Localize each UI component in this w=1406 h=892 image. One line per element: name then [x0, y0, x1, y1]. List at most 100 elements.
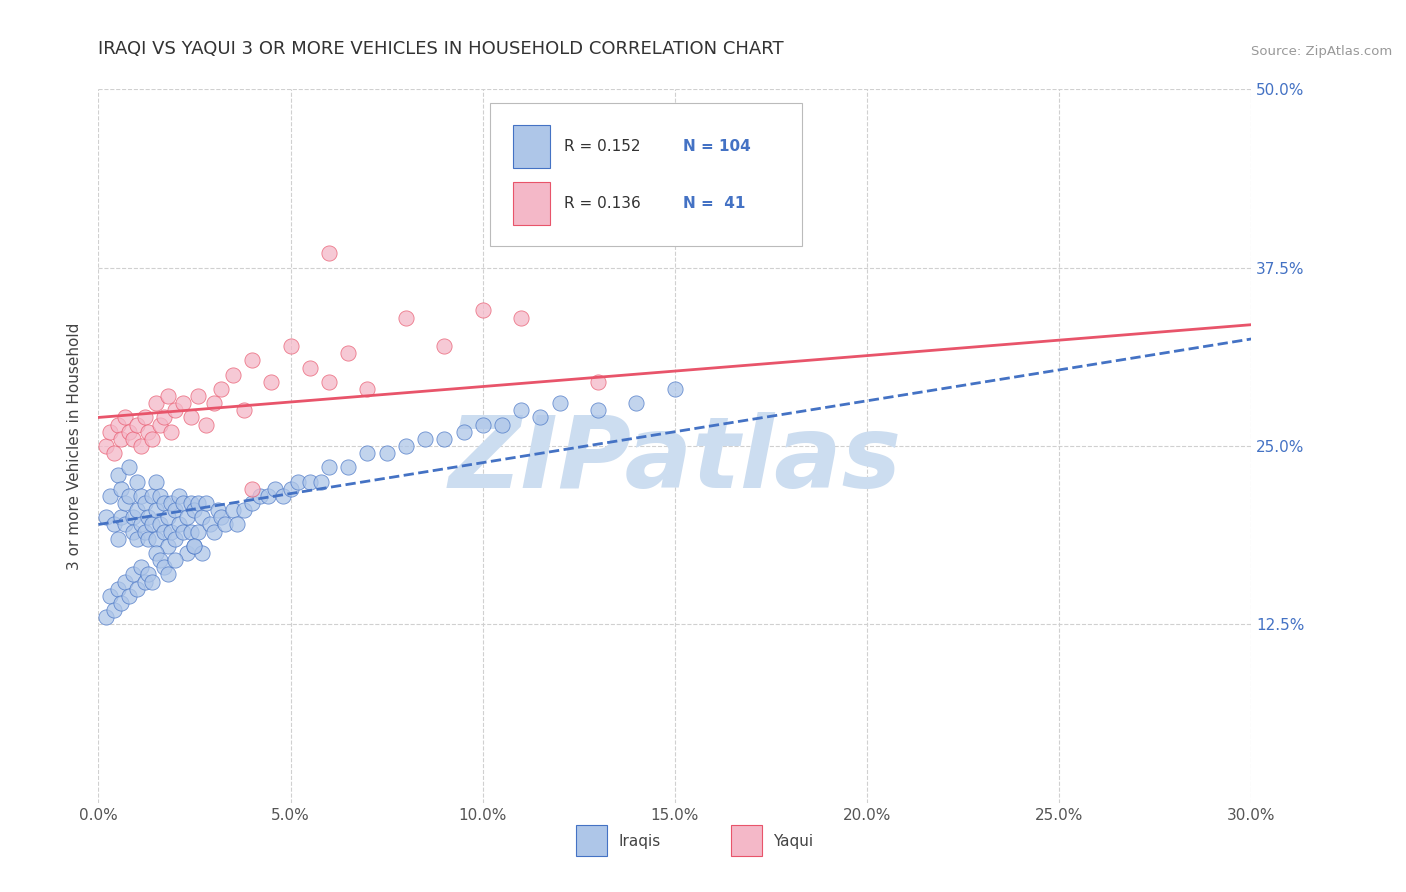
Point: [233, 503, 256, 517]
Point: [125, 503, 148, 517]
Point: [114, 410, 136, 425]
Point: [356, 446, 378, 460]
Point: [337, 460, 360, 475]
Point: [176, 510, 198, 524]
Point: [149, 517, 172, 532]
Point: [183, 503, 205, 517]
Point: [375, 446, 398, 460]
Point: [318, 246, 340, 260]
Point: [240, 482, 263, 496]
Point: [165, 503, 187, 517]
Point: [180, 524, 202, 539]
Point: [134, 524, 156, 539]
Point: [129, 489, 152, 503]
Point: [395, 310, 418, 325]
Point: [491, 417, 513, 432]
Point: [249, 489, 271, 503]
Point: [225, 517, 247, 532]
Point: [129, 560, 152, 574]
Point: [118, 589, 141, 603]
Text: Yaqui: Yaqui: [773, 834, 814, 848]
Point: [149, 553, 172, 567]
Point: [191, 510, 214, 524]
Point: [271, 489, 294, 503]
Point: [356, 382, 378, 396]
Point: [152, 496, 174, 510]
Point: [94, 439, 117, 453]
Point: [413, 432, 436, 446]
Point: [311, 475, 333, 489]
Point: [202, 396, 225, 410]
Point: [172, 396, 194, 410]
Point: [98, 425, 121, 439]
Point: [141, 574, 163, 589]
Point: [187, 389, 209, 403]
Text: N = 104: N = 104: [683, 139, 751, 153]
Point: [187, 524, 209, 539]
Point: [433, 432, 456, 446]
Point: [160, 496, 183, 510]
Text: IRAQI VS YAQUI 3 OR MORE VEHICLES IN HOUSEHOLD CORRELATION CHART: IRAQI VS YAQUI 3 OR MORE VEHICLES IN HOU…: [98, 40, 785, 58]
Point: [318, 460, 340, 475]
Point: [156, 510, 179, 524]
Point: [214, 517, 236, 532]
Point: [110, 510, 132, 524]
Point: [160, 524, 183, 539]
Point: [152, 560, 174, 574]
Text: R = 0.152: R = 0.152: [564, 139, 641, 153]
Point: [209, 510, 232, 524]
Point: [98, 589, 121, 603]
Point: [626, 396, 648, 410]
Point: [118, 425, 141, 439]
Point: [145, 475, 167, 489]
Point: [318, 375, 340, 389]
Point: [110, 432, 132, 446]
Point: [222, 368, 245, 382]
Point: [107, 532, 129, 546]
Point: [138, 532, 160, 546]
Point: [586, 375, 609, 389]
Point: [141, 432, 163, 446]
Point: [165, 553, 187, 567]
Point: [110, 482, 132, 496]
Point: [202, 524, 225, 539]
Point: [160, 425, 183, 439]
Point: [256, 489, 278, 503]
Text: R = 0.136: R = 0.136: [564, 196, 641, 211]
Point: [172, 524, 194, 539]
Point: [207, 503, 229, 517]
Point: [195, 417, 218, 432]
Point: [280, 339, 302, 353]
Point: [114, 496, 136, 510]
Point: [471, 303, 494, 318]
Point: [187, 496, 209, 510]
Point: [529, 410, 551, 425]
Point: [433, 339, 456, 353]
Point: [548, 396, 571, 410]
Point: [145, 396, 167, 410]
Point: [510, 310, 533, 325]
FancyBboxPatch shape: [491, 103, 801, 246]
Point: [138, 567, 160, 582]
Point: [165, 403, 187, 417]
Point: [145, 532, 167, 546]
Point: [180, 496, 202, 510]
Point: [138, 425, 160, 439]
Point: [134, 496, 156, 510]
Point: [209, 382, 232, 396]
Text: N =  41: N = 41: [683, 196, 745, 211]
Point: [122, 567, 145, 582]
Point: [118, 489, 141, 503]
Point: [149, 489, 172, 503]
Point: [183, 539, 205, 553]
Y-axis label: 3 or more Vehicles in Household: 3 or more Vehicles in Household: [67, 322, 83, 570]
Bar: [513, 182, 550, 225]
Point: [129, 439, 152, 453]
Point: [167, 517, 190, 532]
Point: [114, 574, 136, 589]
Point: [94, 610, 117, 624]
Point: [264, 482, 287, 496]
Point: [114, 517, 136, 532]
Point: [586, 403, 609, 417]
Point: [138, 510, 160, 524]
